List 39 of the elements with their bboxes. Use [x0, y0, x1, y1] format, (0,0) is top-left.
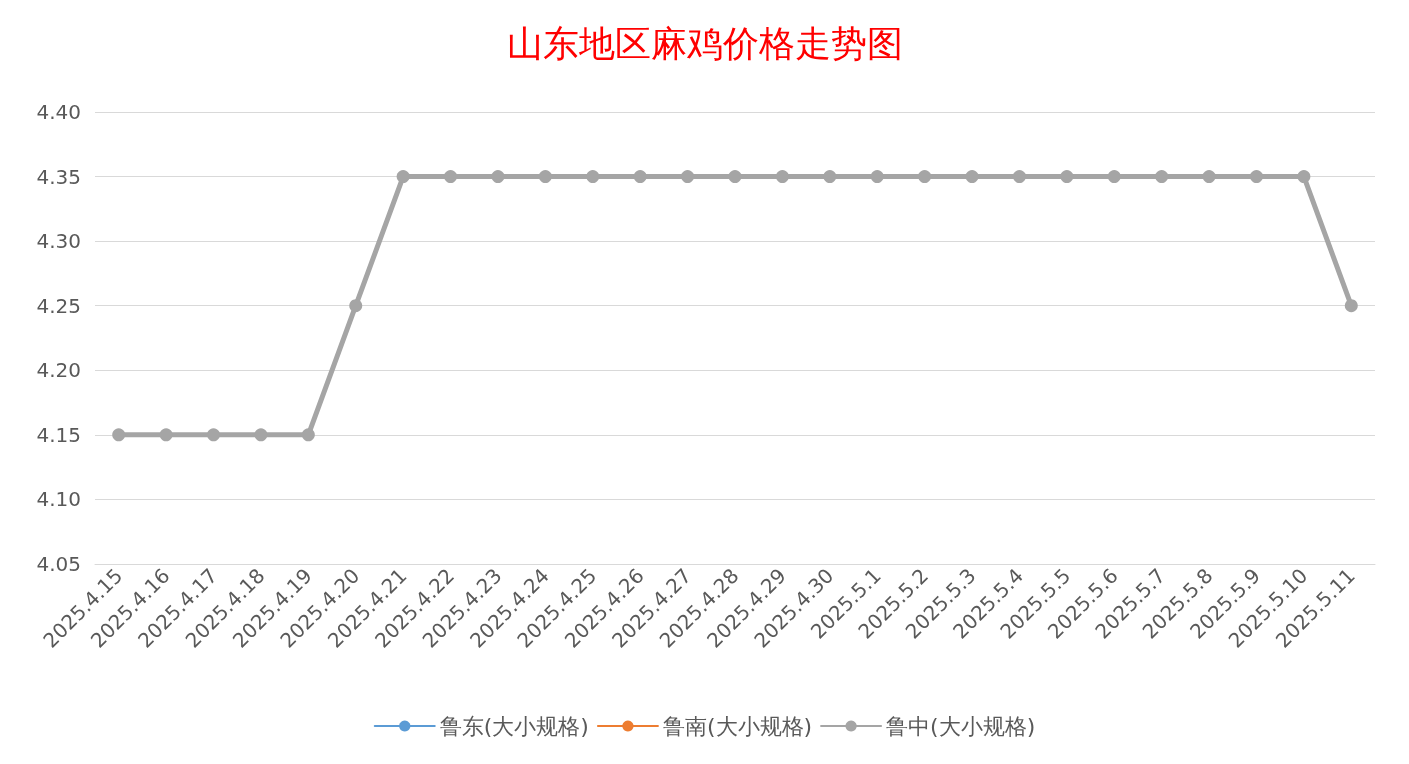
- point: [1249, 170, 1263, 184]
- point: [586, 170, 600, 184]
- y-tick-label: 4.30: [36, 229, 81, 254]
- point: [1107, 170, 1121, 184]
- point: [633, 170, 647, 184]
- point: [965, 170, 979, 184]
- point: [1297, 170, 1311, 184]
- point: [491, 170, 505, 184]
- point: [1202, 170, 1216, 184]
- point: [823, 170, 837, 184]
- point: [728, 170, 742, 184]
- point: [396, 170, 410, 184]
- legend-label: 鲁中(大小规格): [886, 713, 1036, 739]
- point: [159, 428, 173, 442]
- point: [1060, 170, 1074, 184]
- legend-label: 鲁南(大小规格): [662, 713, 813, 739]
- legend-label: 鲁东(大小规格): [439, 713, 589, 739]
- point: [1344, 299, 1358, 313]
- point: [112, 428, 126, 442]
- point: [681, 170, 695, 184]
- point: [775, 170, 789, 184]
- y-tick-label: 4.40: [36, 100, 81, 124]
- point: [444, 170, 458, 184]
- point: [1155, 170, 1169, 184]
- y-tick-label: 4.10: [36, 487, 81, 512]
- point: [538, 170, 552, 184]
- point: [301, 428, 315, 442]
- y-tick-label: 4.05: [36, 552, 81, 576]
- y-tick-label: 4.25: [36, 293, 81, 318]
- point: [254, 428, 268, 442]
- y-tick-label: 4.35: [36, 164, 81, 189]
- y-tick-label: 4.20: [36, 358, 81, 383]
- point: [207, 428, 221, 442]
- point: [918, 170, 932, 184]
- y-tick-label: 4.15: [36, 422, 81, 447]
- chart-title: 山东地区麻鸡价格走势图: [506, 22, 903, 64]
- point: [870, 170, 884, 184]
- point: [1012, 170, 1026, 184]
- point: [349, 299, 363, 313]
